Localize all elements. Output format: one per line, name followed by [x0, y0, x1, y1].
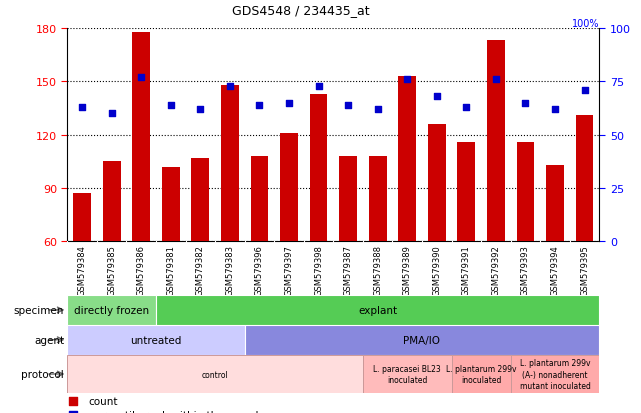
Text: GSM579398: GSM579398 [314, 244, 323, 295]
Point [77, 104, 87, 111]
Bar [339, 157, 357, 242]
Text: GSM579393: GSM579393 [521, 244, 530, 295]
Bar [103, 162, 121, 242]
Bar [245, 325, 599, 355]
Text: L. plantarum 299v
inoculated: L. plantarum 299v inoculated [446, 364, 517, 384]
Bar [192, 158, 209, 242]
Point [254, 102, 265, 109]
Bar [398, 77, 416, 242]
Bar [369, 157, 387, 242]
Point [431, 94, 442, 100]
Bar [576, 116, 594, 242]
Bar [363, 356, 451, 393]
Bar [67, 295, 156, 325]
Point [550, 107, 560, 113]
Point [136, 74, 146, 81]
Point [491, 77, 501, 83]
Text: GSM579397: GSM579397 [285, 244, 294, 295]
Point [67, 397, 78, 404]
Bar [451, 356, 511, 393]
Bar [310, 95, 328, 242]
Bar [487, 41, 504, 242]
Bar [546, 165, 564, 242]
Text: control: control [202, 370, 228, 379]
Text: agent: agent [34, 335, 64, 345]
Text: GSM579388: GSM579388 [373, 244, 382, 295]
Text: GSM579385: GSM579385 [107, 244, 116, 295]
Bar [428, 125, 445, 242]
Point [372, 107, 383, 113]
Point [196, 107, 206, 113]
Point [313, 83, 324, 90]
Text: L. paracasei BL23
inoculated: L. paracasei BL23 inoculated [373, 364, 441, 384]
Point [579, 87, 590, 94]
Bar [458, 142, 475, 242]
Bar [511, 356, 599, 393]
Text: GSM579392: GSM579392 [492, 244, 501, 295]
Point [402, 77, 412, 83]
Point [225, 83, 235, 90]
Bar [156, 295, 599, 325]
Text: GSM579390: GSM579390 [432, 244, 441, 295]
Bar [132, 33, 150, 242]
Text: GSM579389: GSM579389 [403, 244, 412, 295]
Text: GSM579383: GSM579383 [226, 244, 235, 295]
Text: GSM579394: GSM579394 [551, 244, 560, 295]
Point [165, 102, 176, 109]
Point [462, 104, 472, 111]
Text: protocol: protocol [21, 369, 64, 379]
Text: directly frozen: directly frozen [74, 305, 149, 315]
Point [343, 102, 353, 109]
Text: GSM579381: GSM579381 [166, 244, 175, 295]
Text: GSM579396: GSM579396 [255, 244, 264, 295]
Text: specimen: specimen [13, 305, 64, 315]
Text: GSM579387: GSM579387 [344, 244, 353, 295]
Text: PMA/IO: PMA/IO [403, 335, 440, 345]
Point [106, 111, 117, 117]
Bar [517, 142, 535, 242]
Text: GSM579386: GSM579386 [137, 244, 146, 295]
Point [520, 100, 531, 107]
Bar [67, 325, 245, 355]
Bar [221, 85, 238, 242]
Text: L. plantarum 299v
(A-) nonadherent
mutant inoculated: L. plantarum 299v (A-) nonadherent mutan… [520, 358, 590, 389]
Text: untreated: untreated [130, 335, 181, 345]
Text: GDS4548 / 234435_at: GDS4548 / 234435_at [233, 4, 370, 17]
Bar [73, 194, 91, 242]
Text: GSM579395: GSM579395 [580, 244, 589, 295]
Text: percentile rank within the sample: percentile rank within the sample [88, 410, 265, 413]
Bar [251, 157, 269, 242]
Text: count: count [88, 396, 118, 406]
Text: GSM579391: GSM579391 [462, 244, 471, 295]
Bar [67, 356, 363, 393]
Point [284, 100, 294, 107]
Text: GSM579384: GSM579384 [78, 244, 87, 295]
Text: GSM579382: GSM579382 [196, 244, 205, 295]
Text: 100%: 100% [572, 19, 599, 29]
Point [67, 412, 78, 413]
Bar [280, 133, 298, 242]
Bar [162, 167, 179, 242]
Text: explant: explant [358, 305, 397, 315]
